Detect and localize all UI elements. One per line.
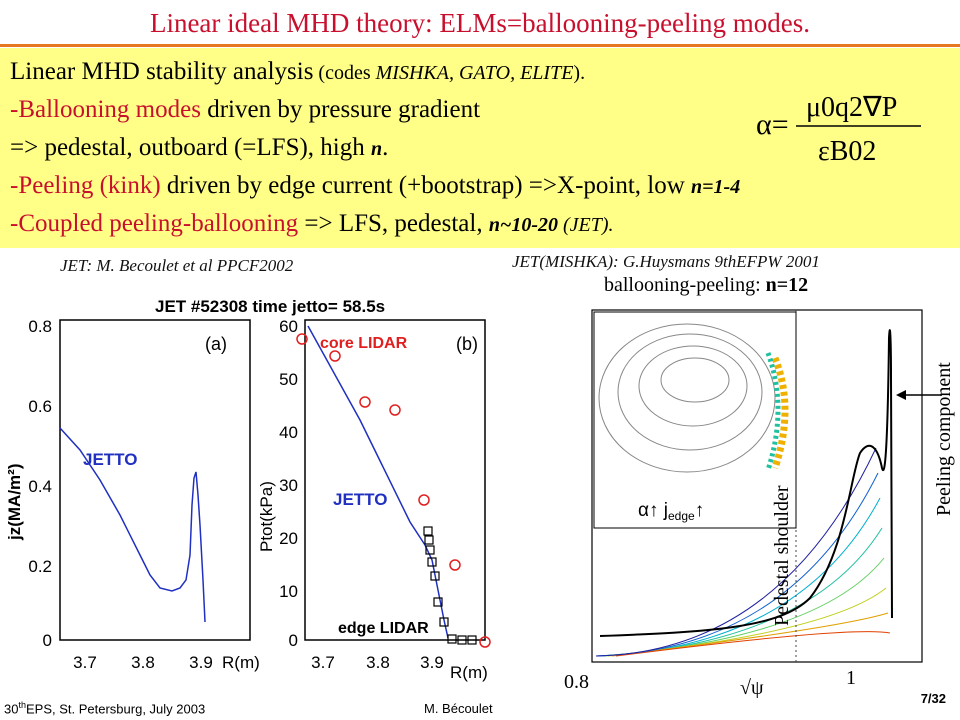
a-ytick: 0.6 bbox=[28, 397, 52, 416]
jetto-label-a: JETTO bbox=[83, 450, 137, 469]
summary-line-2: -Ballooning modes driven by pressure gra… bbox=[10, 96, 481, 123]
edge-lidar-point bbox=[457, 635, 467, 645]
jetto-ptot-curve bbox=[307, 325, 449, 639]
b-ytick: 10 bbox=[279, 582, 298, 601]
edge-lidar-label: edge LIDAR bbox=[338, 620, 429, 637]
title-divider bbox=[0, 44, 960, 47]
core-lidar-label: core LIDAR bbox=[320, 335, 408, 352]
a-ytick: 0 bbox=[43, 631, 52, 650]
formula-lhs: α= bbox=[756, 108, 789, 141]
b-ytick: 30 bbox=[279, 476, 298, 495]
edge-lidar-point bbox=[424, 535, 434, 545]
b-ytick: 0 bbox=[289, 631, 298, 650]
pedestal-shoulder-label: Pedestal shoulder bbox=[771, 485, 793, 626]
alpha-formula: α= μ0q2∇P εB02 bbox=[756, 92, 921, 167]
ptot-axis-label: Ptot(kPa) bbox=[257, 481, 276, 552]
mode-localisation-inner bbox=[765, 352, 781, 471]
core-lidar-point bbox=[418, 494, 430, 506]
a-ytick: 0.4 bbox=[28, 477, 52, 496]
edge-lidar-point bbox=[447, 634, 457, 644]
summary-line-5: -Coupled peeling-ballooning => LFS, pede… bbox=[10, 210, 614, 237]
jetto-jz-curve bbox=[59, 427, 206, 623]
summary-line-4: -Peeling (kink) driven by edge current (… bbox=[10, 172, 741, 199]
x-axis-label: √ψ bbox=[740, 677, 764, 698]
b-ytick: 20 bbox=[279, 529, 298, 548]
right-caption: JET(MISHKA): G.Huysmans 9thEFPW 2001 bbox=[512, 252, 820, 271]
b-xtick: 3.8 bbox=[366, 653, 390, 672]
core-lidar-point bbox=[389, 404, 401, 416]
core-lidar-point bbox=[329, 350, 341, 362]
jz-axis-label: jz(MA/m²) bbox=[5, 464, 24, 541]
edge-lidar-point bbox=[423, 526, 433, 536]
core-lidar-point bbox=[479, 636, 491, 648]
summary-line-3: => pedestal, outboard (=LFS), high n. bbox=[10, 134, 389, 161]
b-ytick: 50 bbox=[279, 370, 298, 389]
panel-b-frame bbox=[304, 319, 486, 641]
alpha-j-label: α↑ jedge↑ bbox=[638, 500, 704, 523]
figure-header: JET #52308 time jetto= 58.5s bbox=[155, 297, 385, 316]
a-xtick: 3.7 bbox=[73, 653, 97, 672]
core-lidar-point bbox=[449, 559, 461, 571]
b-xtick: 3.7 bbox=[311, 653, 335, 672]
edge-lidar-point bbox=[433, 597, 443, 607]
panel-a-frame bbox=[59, 319, 251, 641]
envelope-curve bbox=[599, 329, 893, 637]
b-xtick: 3.9 bbox=[420, 653, 444, 672]
edge-lidar-point bbox=[430, 571, 440, 581]
x-tick-right: 1 bbox=[846, 667, 856, 689]
summary-line-1: Linear MHD stability analysis (codes MIS… bbox=[10, 58, 586, 85]
edge-lidar-point bbox=[439, 617, 449, 627]
peeling-component-label: Peeling component bbox=[933, 362, 955, 516]
x-tick-left: 0.8 bbox=[564, 671, 589, 693]
b-ytick: 40 bbox=[279, 423, 298, 442]
panel-a-label: (a) bbox=[205, 334, 227, 354]
panel-b-label: (b) bbox=[456, 334, 478, 354]
left-caption: JET: M. Becoulet et al PPCF2002 bbox=[60, 256, 294, 275]
mode-inset bbox=[593, 311, 797, 529]
b-ytick: 60 bbox=[279, 317, 298, 336]
slide-title: Linear ideal MHD theory: ELMs=ballooning… bbox=[149, 8, 811, 38]
jet-profiles-figure: JET #52308 time jetto= 58.5s (a) 0.8 0.6… bbox=[5, 297, 491, 682]
page-number: 7/32 bbox=[920, 691, 946, 706]
mishka-figure: α↑ jedge↑ Pedestal shoulder Peeling comp… bbox=[564, 309, 955, 698]
b-xlabel: R(m) bbox=[450, 663, 488, 682]
a-ytick: 0.8 bbox=[28, 317, 52, 336]
edge-lidar-point bbox=[427, 557, 437, 567]
footer-conference: 30thEPS, St. Petersburg, July 2003 bbox=[4, 699, 206, 716]
formula-denominator: εB02 bbox=[818, 136, 876, 167]
footer-author: M. Bécoulet bbox=[424, 701, 493, 716]
a-xlabel: R(m) bbox=[222, 653, 260, 672]
core-lidar-point bbox=[359, 396, 371, 408]
a-xtick: 3.8 bbox=[131, 653, 155, 672]
a-ytick: 0.2 bbox=[28, 557, 52, 576]
right-subtitle: ballooning-peeling: n=12 bbox=[604, 274, 809, 296]
edge-lidar-point bbox=[467, 635, 477, 645]
summary-box: Linear MHD stability analysis (codes MIS… bbox=[0, 48, 960, 248]
a-xtick: 3.9 bbox=[189, 653, 213, 672]
eigenfunction-fan bbox=[595, 447, 891, 657]
jetto-label-b: JETTO bbox=[333, 490, 387, 509]
formula-numerator: μ0q2∇P bbox=[806, 92, 897, 123]
edge-lidar-point bbox=[425, 545, 435, 555]
flux-surfaces bbox=[598, 323, 776, 473]
core-lidar-point bbox=[296, 333, 308, 345]
mode-localisation bbox=[771, 356, 789, 470]
peeling-arrowhead bbox=[896, 390, 906, 400]
